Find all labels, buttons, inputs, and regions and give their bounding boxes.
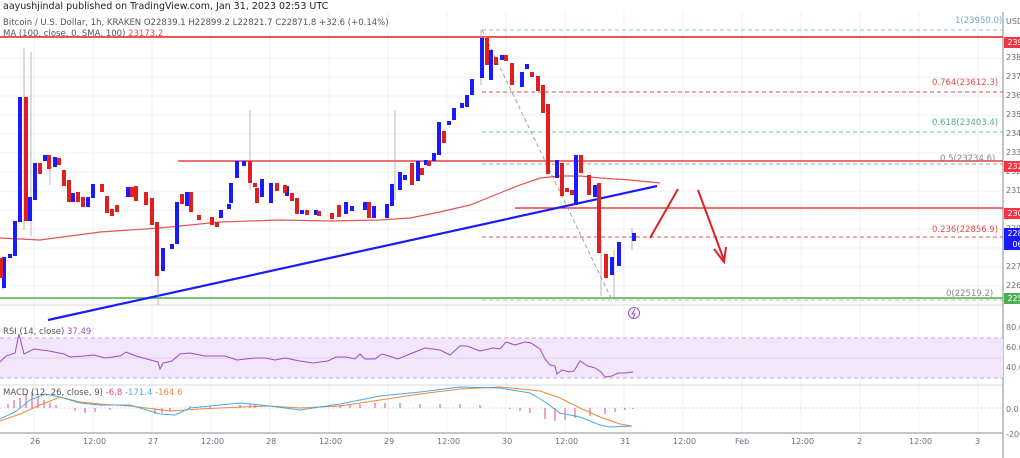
chart-frame[interactable]: Bitcoin / U.S. Dollar, 1h, KRAKEN O22839… <box>0 12 1020 458</box>
ma-legend: MA (100, close, 0, SMA, 100) 23173.2 <box>3 29 163 39</box>
price-tick: 22700.0 <box>1006 262 1020 271</box>
publisher-line: aayushjindal published on TradingView.co… <box>3 1 329 12</box>
rising-trendline[interactable] <box>47 184 658 322</box>
fib-label-0236: 0.236(22856.9) <box>932 225 999 235</box>
fib-label-1: 1(23950.0) <box>955 16 1003 26</box>
time-tick: 12:00 <box>437 437 461 446</box>
ma-label: MA (100, close, 0, SMA, 100) <box>3 29 126 39</box>
currency-label: USD <box>1006 17 1020 26</box>
price-tick: 23100.0 <box>1006 186 1020 195</box>
time-tick: 12:00 <box>673 437 697 446</box>
current-price-tag: 22871.8 06:11 <box>1004 228 1020 250</box>
price-tag-23252: 23252.1 <box>1004 161 1020 172</box>
fib-label-05: 0.5(23234.6) <box>940 154 996 164</box>
macd-tick: 0.0 <box>1006 405 1019 414</box>
time-tick: 12:00 <box>791 437 815 446</box>
price-tick: 23600.0 <box>1006 91 1020 100</box>
macd-label: MACD (12, 26, close, 9) <box>3 388 103 398</box>
rsi-legend: RSI (14, close) 37.49 <box>3 327 91 337</box>
time-tick: 12:00 <box>319 437 343 446</box>
price-tag-23007: 23007.0 <box>1004 208 1020 219</box>
candlesticks <box>0 30 636 305</box>
time-tick: 30 <box>502 437 513 446</box>
fib-label-0: 0(22519.2) <box>946 289 994 299</box>
time-tick: 31 <box>620 437 631 446</box>
current-price: 22871.8 <box>1007 229 1020 238</box>
macd-hist-value: -6.8 <box>105 388 123 398</box>
fib-label-0618: 0.618(23403.4) <box>932 118 999 128</box>
price-tick: 22600.0 <box>1006 281 1020 290</box>
time-tick: 12:00 <box>555 437 579 446</box>
bar-countdown: 06:11 <box>1012 240 1020 249</box>
time-tick: 2 <box>857 437 863 446</box>
ohlc-values: O22839.1 H22899.2 L22821.7 C22871.8 +32.… <box>143 18 389 28</box>
time-tick: 12:00 <box>201 437 225 446</box>
lightning-icon[interactable] <box>628 307 640 319</box>
rsi-line <box>0 333 634 378</box>
time-tick: 29 <box>384 437 395 446</box>
time-tick: 28 <box>266 437 277 446</box>
price-tag-22524: 22524.0 <box>1004 293 1020 304</box>
symbol-label: Bitcoin / U.S. Dollar, 1h, KRAKEN <box>3 18 142 28</box>
chart-canvas[interactable] <box>0 12 1020 458</box>
rsi-tick: 80.00 <box>1006 323 1020 332</box>
time-tick: 27 <box>148 437 159 446</box>
price-tick: 23800.0 <box>1006 53 1020 62</box>
price-tick: 23700.0 <box>1006 72 1020 81</box>
fib-label-0764: 0.764(23612.3) <box>932 78 999 88</box>
time-tick: Feb <box>735 437 750 446</box>
price-tick: 23500.0 <box>1006 110 1020 119</box>
price-tick: 23400.0 <box>1006 129 1020 138</box>
rsi-label: RSI (14, close) <box>3 327 65 337</box>
main-legend: Bitcoin / U.S. Dollar, 1h, KRAKEN O22839… <box>3 18 389 28</box>
macd-signal-value: -164.6 <box>155 388 183 398</box>
time-tick: 26 <box>30 437 41 446</box>
price-tick: 23300.0 <box>1006 148 1020 157</box>
price-tag-23912: 23912.7 <box>1004 37 1020 48</box>
ma-100-line <box>0 175 661 241</box>
rsi-tick: 40.00 <box>1006 363 1020 372</box>
macd-signal-line <box>0 386 633 427</box>
macd-tick: -200.0 <box>1006 430 1020 439</box>
macd-value: -171.4 <box>124 388 153 398</box>
time-tick: 3 <box>975 437 981 446</box>
time-tick: 12:00 <box>83 437 107 446</box>
macd-legend: MACD (12, 26, close, 9) -6.8 -171.4 -164… <box>3 388 182 398</box>
ma-value: 23173.2 <box>128 29 164 39</box>
time-tick: 12:00 <box>909 437 933 446</box>
macd-line <box>0 386 633 428</box>
rsi-value: 37.49 <box>66 327 92 337</box>
rsi-tick: 60.00 <box>1006 343 1020 352</box>
projection-arrows[interactable] <box>649 188 727 265</box>
